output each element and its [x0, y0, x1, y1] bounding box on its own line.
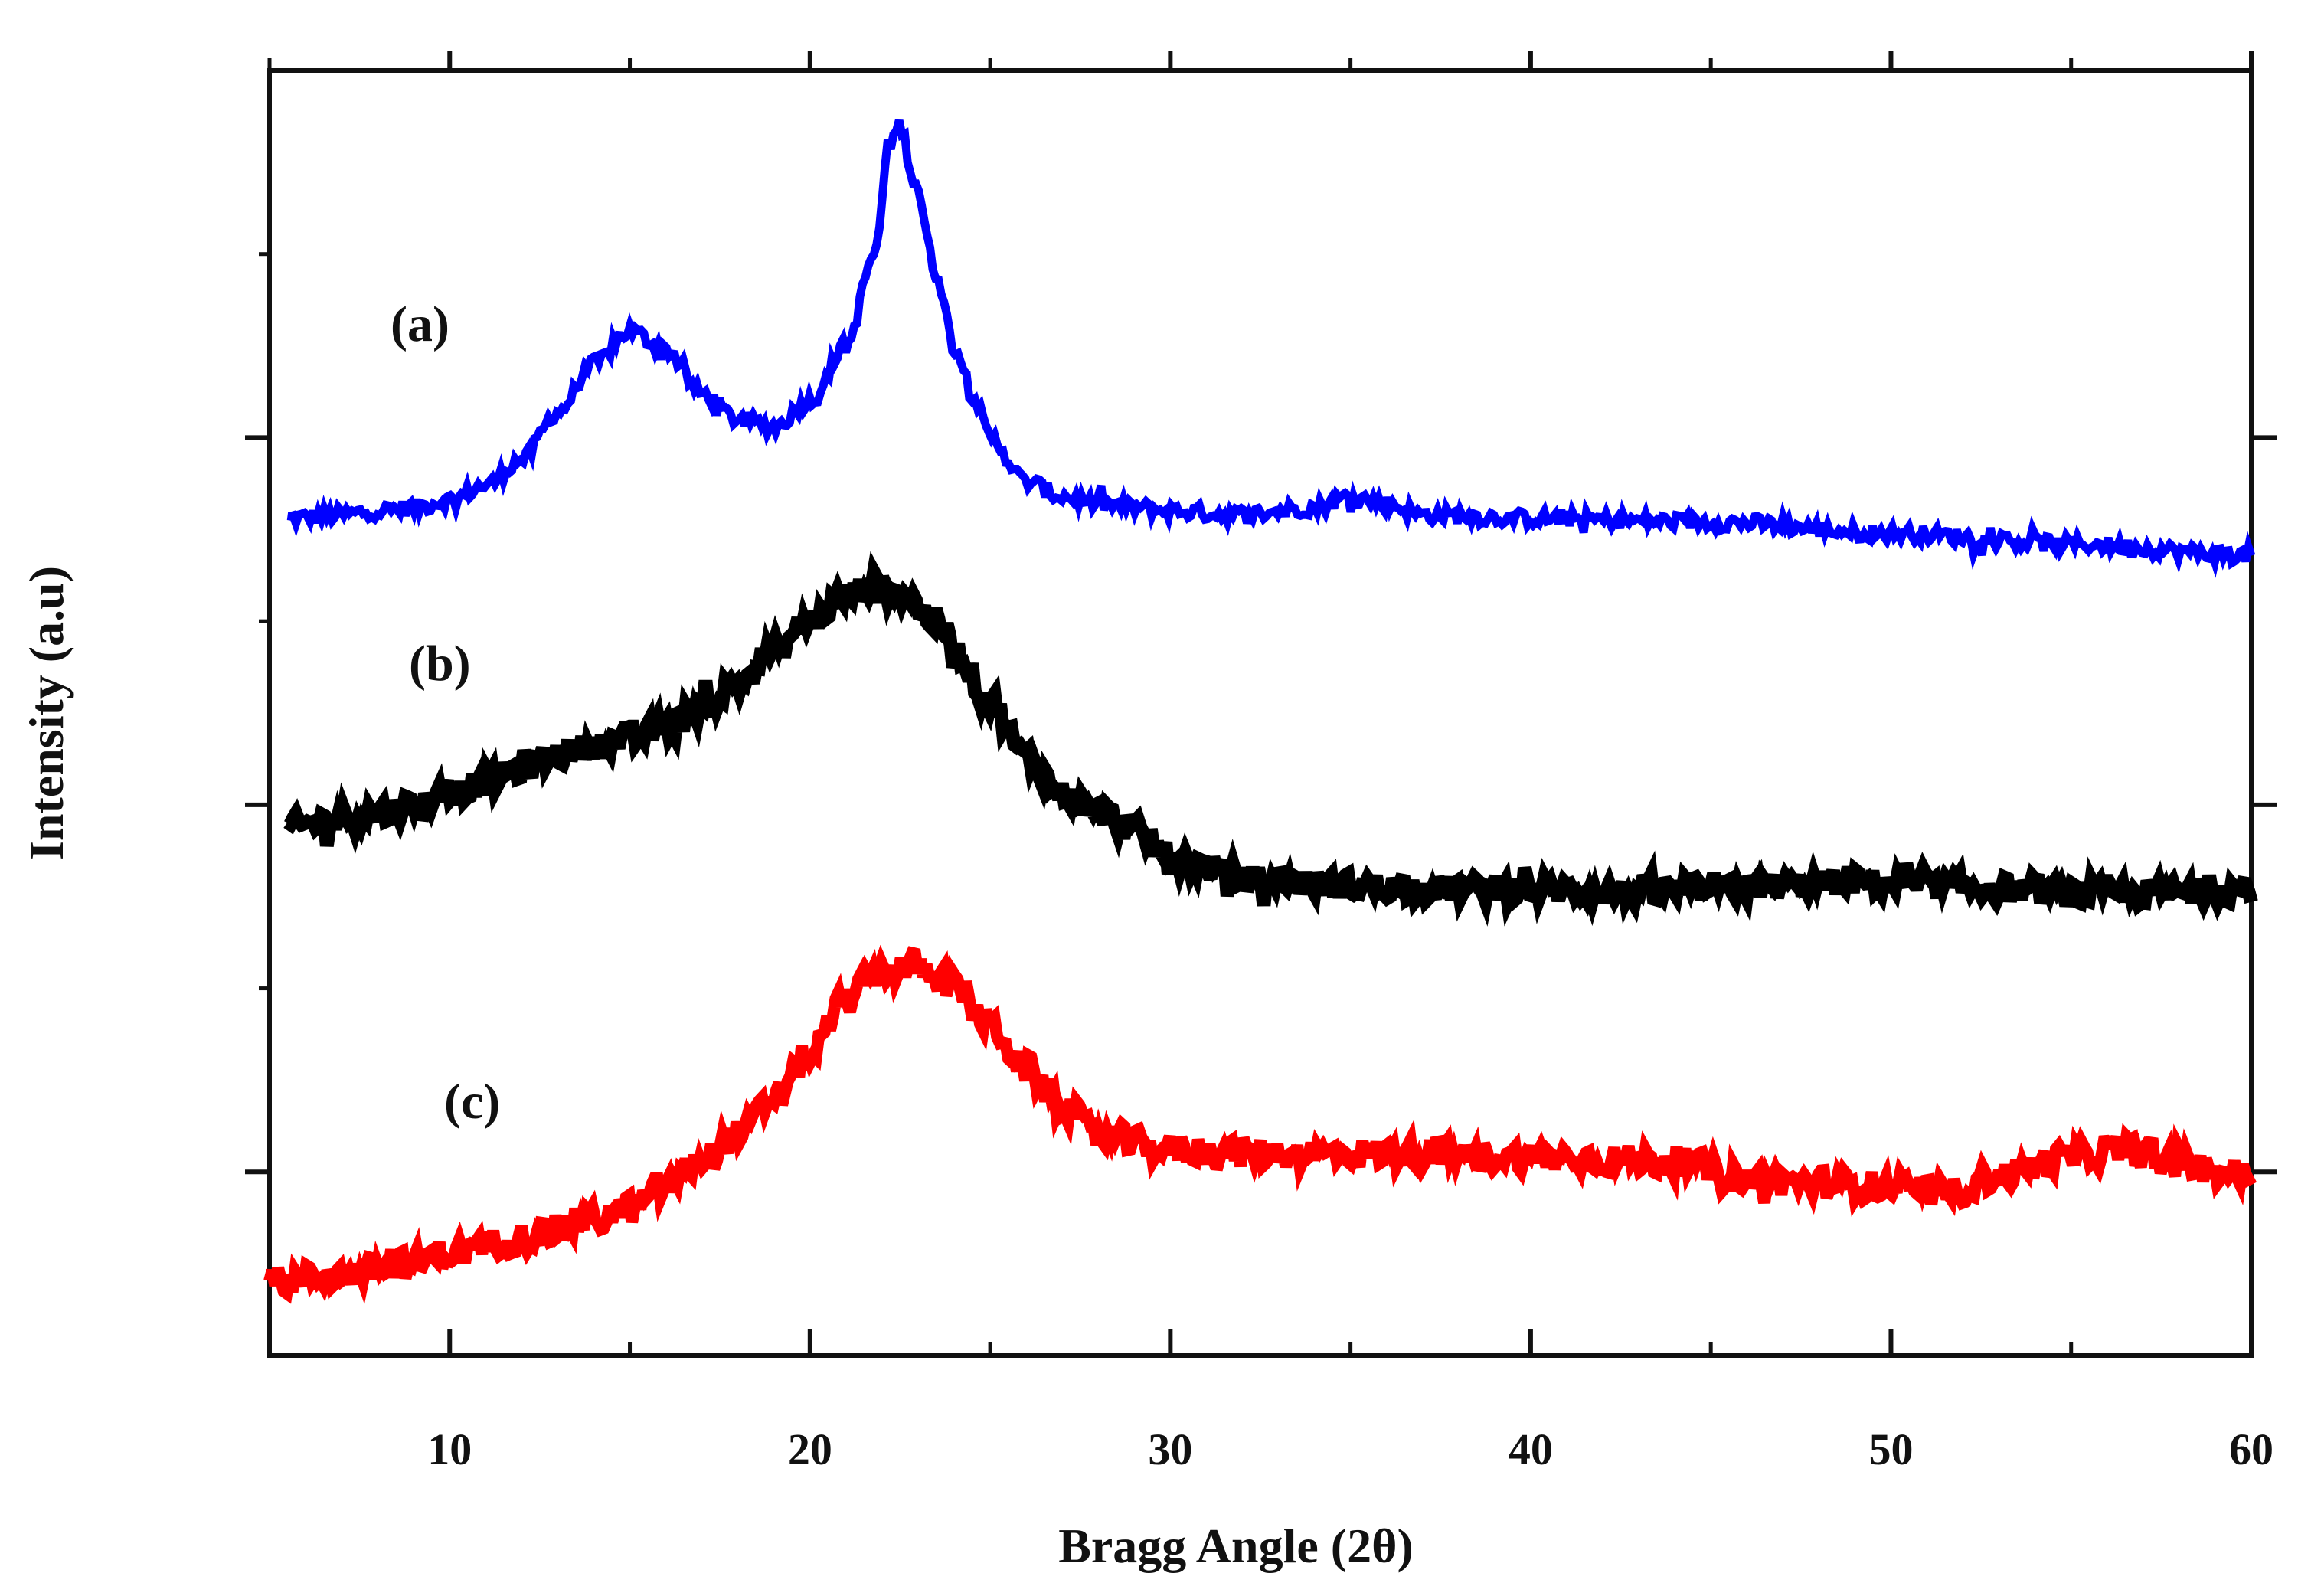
plot-frame: [267, 68, 2254, 1358]
x-tick-labels: 10 20 30 40 50 60: [427, 1424, 2273, 1474]
series-layer: [263, 119, 2258, 1305]
x-tick-label-30: 30: [1148, 1424, 1192, 1474]
series-label-a: (a): [391, 296, 449, 352]
x-tick-label-40: 40: [1509, 1424, 1553, 1474]
series-line-a: [286, 119, 2256, 578]
x-axis-title: Bragg Angle (2θ): [1058, 1519, 1414, 1573]
axis-ticks: [245, 51, 2277, 1356]
y-axis-title: Intensity (a.u): [19, 566, 74, 860]
series-label-b: (b): [409, 636, 471, 692]
x-tick-label-50: 50: [1868, 1424, 1913, 1474]
series-line-c: [263, 944, 2257, 1305]
x-tick-label-20: 20: [788, 1424, 832, 1474]
series-label-c: (c): [444, 1074, 500, 1130]
x-tick-label-10: 10: [427, 1424, 472, 1474]
x-tick-label-60: 60: [2229, 1424, 2273, 1474]
series-line-b: [283, 551, 2258, 927]
